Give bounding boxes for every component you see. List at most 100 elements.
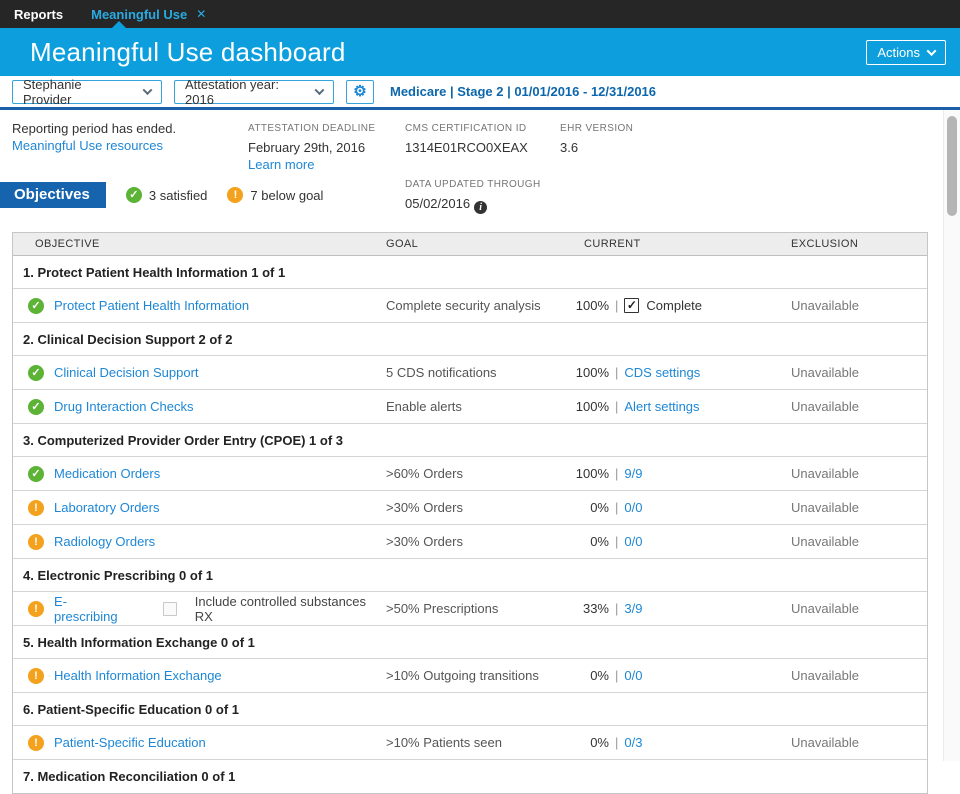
exclusion-cell: Unavailable: [791, 399, 859, 414]
goal-cell: Enable alerts: [386, 399, 462, 414]
pipe-separator: [615, 298, 618, 313]
objective-link[interactable]: Patient-Specific Education: [54, 735, 206, 750]
current-link[interactable]: 0/0: [624, 534, 643, 549]
ehr-version-label: EHR VERSION: [560, 123, 634, 134]
provider-select[interactable]: Stephanie Provider: [12, 76, 162, 107]
objective-link[interactable]: Medication Orders: [54, 466, 161, 481]
current-link[interactable]: 0/3: [624, 735, 643, 750]
actions-button[interactable]: Actions: [866, 39, 946, 65]
table-row: Patient-Specific Education >10% Patients …: [13, 726, 927, 760]
gear-icon[interactable]: [346, 79, 374, 104]
current-cell: 100% Complete: [571, 298, 783, 313]
current-percent: 100%: [575, 298, 609, 313]
below-goal-icon: [28, 734, 44, 751]
objective-cell: Medication Orders: [13, 465, 373, 482]
table-row: Medication Orders >60% Orders 100% 9/9 Unava…: [13, 457, 927, 491]
mu-resources-link[interactable]: Meaningful Use resources: [12, 138, 164, 153]
below-goal-icon: [28, 533, 44, 550]
below-goal-count: 7 below goal: [250, 187, 324, 203]
goal-cell: >10% Patients seen: [386, 735, 502, 750]
current-link[interactable]: CDS settings: [624, 365, 701, 380]
active-tab-notch: [112, 21, 126, 28]
current-cell: 100% Alert settings: [571, 399, 783, 414]
objective-cell: Protect Patient Health Information: [13, 297, 373, 314]
attestation-deadline-value: February 29th, 2016: [248, 140, 366, 155]
tab-meaningful-use[interactable]: Meaningful Use: [77, 7, 220, 22]
objective-cell: Patient-Specific Education: [13, 734, 373, 751]
controlled-substances-checkbox[interactable]: [162, 601, 177, 616]
goal-cell: >50% Prescriptions: [386, 601, 499, 616]
goal-cell: >30% Orders: [386, 500, 463, 515]
objective-link[interactable]: Laboratory Orders: [54, 500, 160, 515]
current-cell: 33% 3/9: [571, 601, 783, 616]
goal-cell: >30% Orders: [386, 534, 463, 549]
pipe-separator: [615, 365, 618, 380]
current-cell: 0% 0/3: [571, 735, 783, 750]
info-icon[interactable]: [474, 201, 488, 214]
warning-icon: [227, 187, 244, 203]
current-link[interactable]: Alert settings: [624, 399, 700, 414]
chevron-down-icon: [314, 85, 325, 95]
objective-link[interactable]: Protect Patient Health Information: [54, 298, 250, 313]
table-row: E-prescribing Include controlled substanc…: [13, 592, 927, 626]
complete-checkbox[interactable]: [624, 298, 640, 313]
cms-id-label: CMS CERTIFICATION ID: [405, 123, 527, 134]
below-goal-stat: 7 below goal: [227, 187, 323, 203]
exclusion-cell: Unavailable: [791, 466, 859, 481]
objectives-tab[interactable]: Objectives: [0, 182, 106, 208]
current-percent: 33%: [582, 601, 609, 616]
objective-link[interactable]: E-prescribing: [54, 593, 118, 624]
scrollbar-thumb[interactable]: [947, 116, 957, 216]
objective-cell: Health Information Exchange: [13, 667, 373, 684]
filter-bar: Stephanie Provider Attestation year: 201…: [0, 76, 960, 110]
objective-link[interactable]: Health Information Exchange: [54, 668, 222, 683]
table-row: Protect Patient Health Information Comple…: [13, 289, 927, 323]
satisfied-icon: [28, 465, 44, 482]
page-header: Meaningful Use dashboard Actions: [0, 28, 960, 76]
chevron-down-icon: [142, 85, 153, 96]
ehr-version-value: 3.6: [560, 140, 579, 155]
section-row: 3. Computerized Provider Order Entry (CP…: [13, 424, 927, 457]
current-link[interactable]: 0/0: [624, 500, 643, 515]
objective-link[interactable]: Clinical Decision Support: [54, 365, 199, 380]
current-cell: 0% 0/0: [571, 534, 783, 549]
section-row: 5. Health Information Exchange 0 of 1: [13, 626, 927, 659]
tab-reports[interactable]: Reports: [14, 6, 64, 22]
attestation-year-select[interactable]: Attestation year: 2016: [174, 76, 334, 107]
satisfied-icon: [28, 398, 44, 415]
learn-more-link[interactable]: Learn more: [248, 157, 315, 172]
current-label: Complete: [646, 298, 703, 313]
exclusion-cell: Unavailable: [791, 500, 859, 515]
attestation-year-value: Attestation year: 2016: [185, 76, 279, 107]
current-link[interactable]: 0/0: [624, 668, 643, 683]
objective-link[interactable]: Drug Interaction Checks: [54, 399, 194, 414]
objective-link[interactable]: Radiology Orders: [54, 534, 156, 549]
table-header-row: OBJECTIVE GOAL CURRENT EXCLUSION: [13, 233, 927, 256]
provider-select-value: Stephanie Provider: [23, 76, 82, 107]
current-percent: 100%: [575, 399, 609, 414]
tab-bar: Reports Meaningful Use: [0, 0, 960, 28]
current-cell: 0% 0/0: [571, 668, 783, 683]
checkbox-label: Include controlled substances RX: [194, 593, 367, 624]
current-percent: 0%: [590, 534, 609, 549]
reporting-status: Reporting period has ended.: [12, 121, 177, 136]
objective-cell: Drug Interaction Checks: [13, 398, 373, 415]
current-cell: 0% 0/0: [571, 500, 783, 515]
satisfied-stat: 3 satisfied: [125, 187, 207, 203]
section-row: 6. Patient-Specific Education 0 of 1: [13, 693, 927, 726]
current-link[interactable]: 9/9: [624, 466, 643, 481]
data-updated-label: DATA UPDATED THROUGH: [405, 179, 541, 190]
goal-cell: Complete security analysis: [386, 298, 541, 313]
section-row: 7. Medication Reconciliation 0 of 1: [23, 769, 236, 784]
current-link[interactable]: 3/9: [624, 601, 643, 616]
table-row: Drug Interaction Checks Enable alerts 100%…: [13, 390, 927, 424]
actions-button-label: Actions: [877, 44, 920, 60]
close-icon[interactable]: [196, 7, 206, 21]
col-exclusion: EXCLUSION: [791, 238, 859, 250]
current-cell: 100% CDS settings: [571, 365, 783, 380]
program-context: Medicare | Stage 2 | 01/01/2016 - 12/31/…: [390, 84, 657, 99]
col-current: CURRENT: [584, 238, 641, 250]
table-row: Clinical Decision Support 5 CDS notificat…: [13, 356, 927, 390]
scrollbar-track[interactable]: [943, 110, 960, 761]
current-percent: 0%: [590, 668, 609, 683]
